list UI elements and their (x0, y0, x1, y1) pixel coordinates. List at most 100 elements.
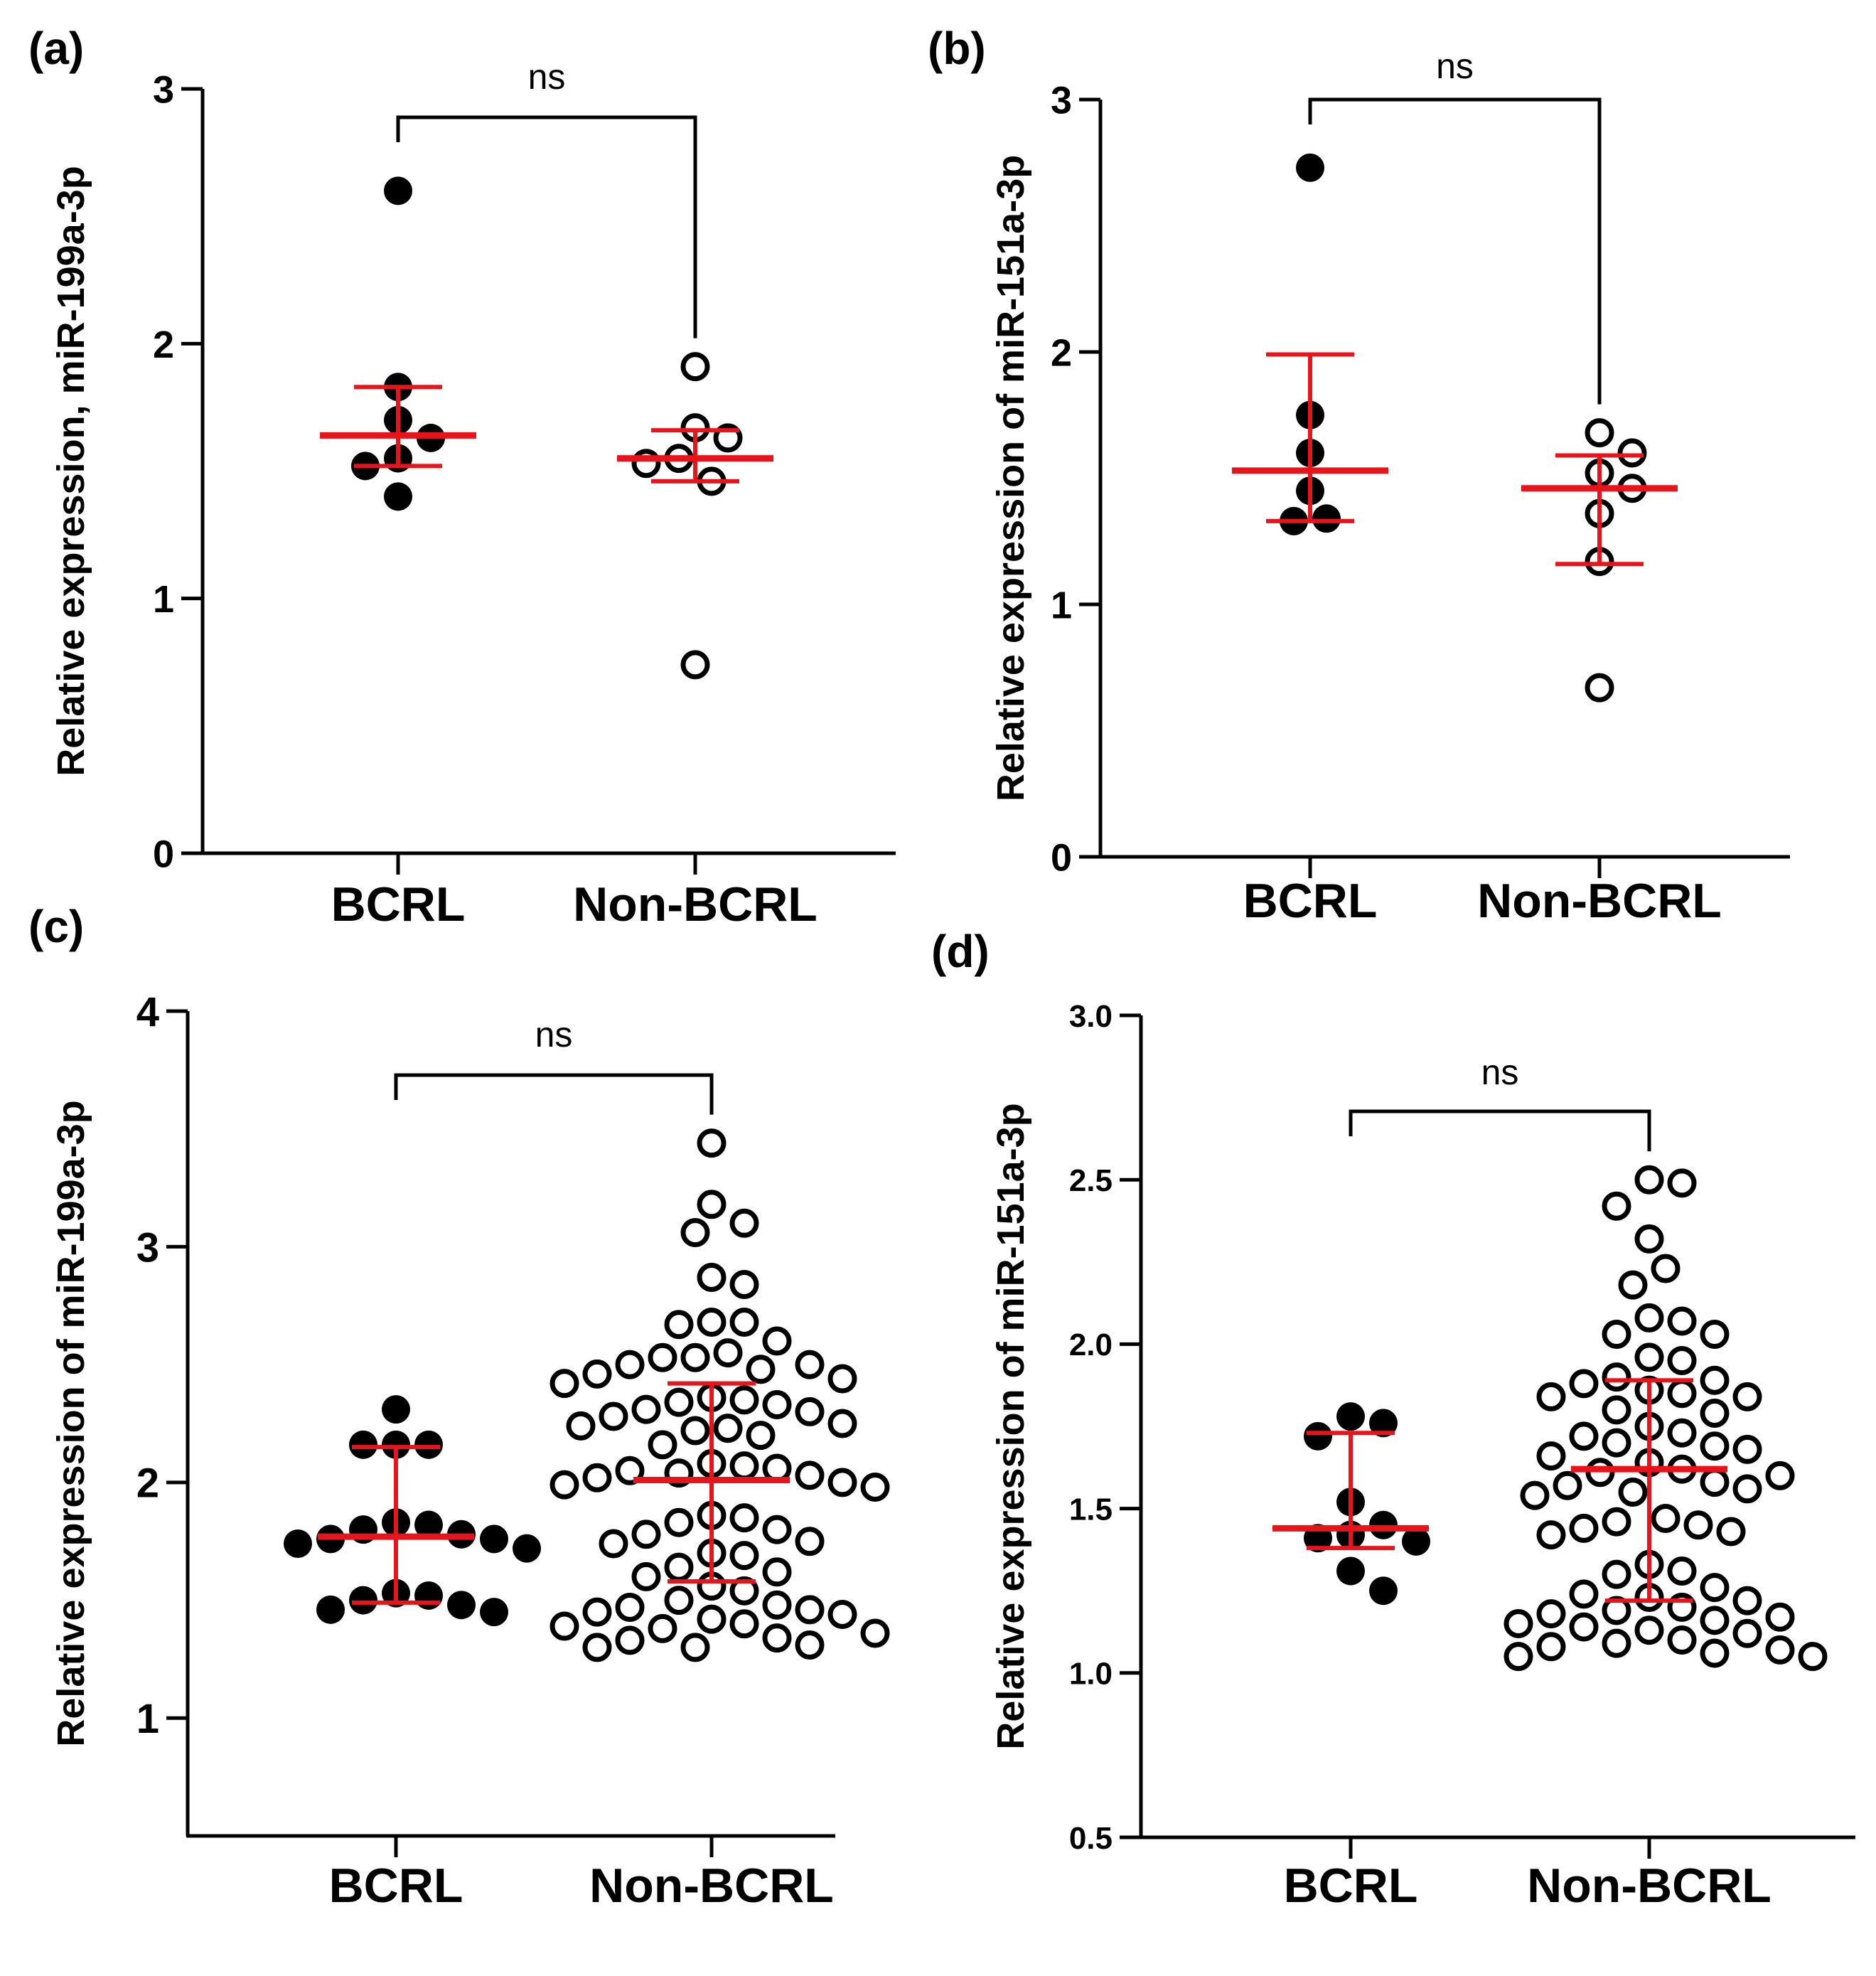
data-point-non-bcrl (1700, 1573, 1730, 1603)
data-point-non-bcrl (762, 1623, 792, 1653)
data-point-non-bcrl (795, 1630, 825, 1660)
panel-label: (a) (28, 23, 84, 74)
data-point-non-bcrl (1634, 1615, 1664, 1645)
data-point-non-bcrl (713, 1414, 743, 1443)
y-tick-label: 1.5 (1069, 1492, 1113, 1527)
data-point-non-bcrl (1765, 1460, 1795, 1490)
data-point-non-bcrl (1569, 1579, 1599, 1609)
data-point-non-bcrl (1667, 1306, 1697, 1336)
data-point-bcrl (414, 1430, 443, 1459)
data-point-non-bcrl (1634, 1303, 1664, 1333)
data-point-non-bcrl (1667, 1418, 1697, 1448)
data-point-bcrl (382, 1395, 410, 1424)
data-point-non-bcrl (1602, 1559, 1631, 1589)
data-point-non-bcrl (664, 1310, 694, 1340)
data-point-non-bcrl (1667, 1625, 1697, 1655)
data-point-non-bcrl (1732, 1434, 1762, 1464)
significance-label: ns (1436, 46, 1474, 86)
data-point-non-bcrl (1667, 1346, 1697, 1376)
data-point-bcrl (349, 1586, 377, 1615)
data-point-bcrl (1402, 1527, 1430, 1556)
data-point-non-bcrl (795, 1527, 825, 1556)
data-point-bcrl (1336, 1556, 1365, 1586)
data-point-bcrl (1369, 1576, 1398, 1606)
data-point-non-bcrl (1536, 1520, 1566, 1550)
data-point-non-bcrl (729, 1503, 759, 1533)
data-point-non-bcrl (1700, 1365, 1730, 1395)
x-category-label: BCRL (329, 1859, 463, 1913)
data-point-bcrl (1304, 1421, 1332, 1451)
data-point-bcrl (414, 1581, 443, 1610)
data-point-non-bcrl (697, 1604, 727, 1634)
data-point-non-bcrl (746, 1355, 776, 1384)
data-point-non-bcrl (1585, 673, 1614, 703)
data-point-non-bcrl (827, 1409, 857, 1438)
data-point-non-bcrl (648, 1342, 677, 1372)
data-point-non-bcrl (1602, 1628, 1631, 1658)
data-point-non-bcrl (1536, 1599, 1566, 1629)
panel-label: (d) (931, 926, 990, 977)
data-point-non-bcrl (1602, 1428, 1631, 1458)
data-point-non-bcrl (664, 1507, 694, 1537)
data-point-non-bcrl (827, 1364, 857, 1394)
y-tick-label: 1 (1051, 584, 1072, 626)
data-point-non-bcrl (582, 1359, 612, 1389)
data-point-non-bcrl (566, 1411, 596, 1441)
data-point-non-bcrl (1602, 1596, 1631, 1625)
data-point-bcrl (513, 1534, 541, 1563)
data-point-non-bcrl (729, 1307, 759, 1337)
data-point-non-bcrl (1700, 1399, 1730, 1428)
data-point-non-bcrl (1504, 1608, 1533, 1638)
panel-label: (b) (928, 23, 986, 74)
x-category-label: BCRL (331, 877, 466, 931)
data-point-non-bcrl (599, 1529, 628, 1559)
y-tick-label: 2 (153, 324, 174, 366)
data-point-non-bcrl (1651, 1254, 1681, 1283)
data-point-non-bcrl (795, 1350, 825, 1379)
data-point-non-bcrl (1536, 1441, 1566, 1471)
data-point-non-bcrl (631, 449, 661, 479)
data-point-non-bcrl (582, 1597, 612, 1627)
data-point-bcrl (1369, 1409, 1398, 1438)
data-point-bcrl (349, 1430, 377, 1459)
x-category-label: BCRL (1284, 1859, 1418, 1913)
data-point-non-bcrl (648, 1613, 677, 1643)
data-point-non-bcrl (680, 1633, 710, 1662)
data-point-non-bcrl (1634, 1165, 1664, 1195)
data-point-non-bcrl (1602, 1362, 1631, 1392)
data-point-non-bcrl (1765, 1635, 1795, 1665)
data-point-bcrl (284, 1529, 312, 1559)
data-point-bcrl (1336, 1402, 1365, 1431)
data-point-non-bcrl (860, 1472, 890, 1502)
data-point-bcrl (480, 1598, 508, 1627)
data-point-non-bcrl (582, 1463, 612, 1492)
y-tick-label: 2 (1051, 331, 1072, 374)
data-point-non-bcrl (1732, 1474, 1762, 1504)
data-point-non-bcrl (664, 1552, 694, 1582)
y-tick-label: 1 (153, 578, 174, 621)
data-point-bcrl (447, 1591, 476, 1620)
y-tick-label: 0 (153, 833, 174, 875)
data-point-non-bcrl (550, 1369, 579, 1399)
data-point-non-bcrl (631, 1520, 661, 1549)
y-tick-label: 0 (1051, 836, 1072, 879)
data-point-non-bcrl (713, 1338, 743, 1368)
significance-bracket (1349, 1109, 1651, 1152)
y-tick-label: 2.0 (1069, 1328, 1113, 1362)
significance-label: ns (535, 1015, 573, 1054)
data-point-non-bcrl (697, 1128, 727, 1158)
data-point-non-bcrl (1569, 1369, 1599, 1399)
data-point-non-bcrl (827, 1468, 857, 1497)
data-point-non-bcrl (729, 1208, 759, 1238)
data-point-non-bcrl (1504, 1642, 1533, 1672)
data-point-non-bcrl (680, 1416, 710, 1446)
y-axis-label: Relative expression of miR-199a-3p (50, 1100, 92, 1746)
data-point-non-bcrl (1732, 1618, 1762, 1648)
data-point-non-bcrl (1569, 1612, 1599, 1642)
y-tick-label: 3 (1051, 79, 1072, 122)
data-point-non-bcrl (1700, 1606, 1730, 1635)
data-point-non-bcrl (680, 650, 710, 680)
data-point-non-bcrl (631, 1394, 661, 1424)
data-point-non-bcrl (795, 1396, 825, 1426)
significance-label: ns (1481, 1052, 1519, 1092)
